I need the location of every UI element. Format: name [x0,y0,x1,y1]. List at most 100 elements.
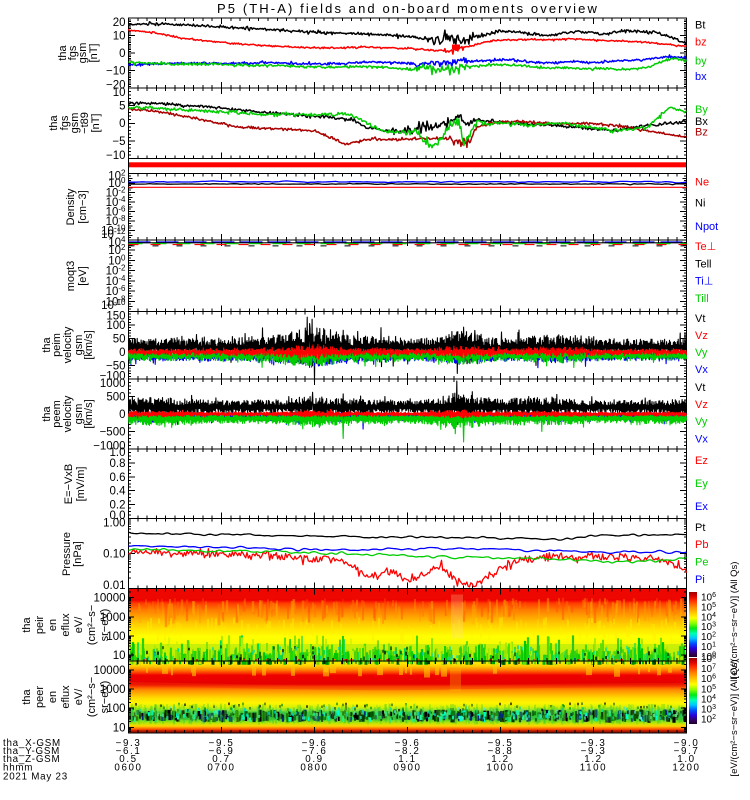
svg-text:−9.5: −9.5 [488,738,514,749]
svg-text:Pressure: Pressure [61,532,73,576]
svg-text:Pe: Pe [695,557,708,569]
svg-text:1.0: 1.0 [110,447,126,459]
svg-text:[eV/(cm²−s−sr−eV)] (All Qs): [eV/(cm²−s−sr−eV)] (All Qs) [729,562,740,679]
svg-text:102: 102 [701,714,716,726]
svg-text:Density: Density [65,188,77,225]
svg-text:Bx: Bx [695,116,708,128]
svg-text:−9.0: −9.0 [674,738,700,749]
svg-text:100: 100 [106,703,125,715]
svg-text:tha: tha [41,405,53,421]
svg-text:0800: 0800 [300,763,328,774]
svg-text:0: 0 [119,118,125,130]
svg-text:fgs: fgs [59,115,71,130]
svg-text:−9.6: −9.6 [395,738,421,749]
svg-text:peim: peim [51,333,63,357]
svg-text:gsm: gsm [69,113,81,134]
svg-text:−9.3: −9.3 [116,738,142,749]
svg-text:(cm²−s−: (cm²−s− [86,677,98,717]
svg-text:0.8: 0.8 [110,458,126,470]
svg-text:E=−VxB: E=−VxB [63,464,75,504]
svg-text:10: 10 [113,722,126,734]
svg-text:eflux: eflux [60,685,72,709]
svg-text:Vx: Vx [695,434,708,446]
svg-text:Tell: Tell [695,259,712,271]
svg-text:eV/: eV/ [73,688,85,705]
svg-text:0.5: 0.5 [119,754,137,765]
svg-text:0700: 0700 [207,763,235,774]
svg-text:sr−eV): sr−eV) [99,681,111,714]
svg-text:Vt: Vt [695,313,705,325]
svg-text:−9.5: −9.5 [209,738,235,749]
svg-text:1000: 1000 [100,378,126,390]
svg-text:106: 106 [701,674,716,686]
svg-text:velocity: velocity [62,326,74,363]
svg-text:5: 5 [119,101,125,113]
svg-text:101: 101 [701,642,716,654]
svg-text:Ex: Ex [695,501,708,513]
svg-text:hhmm: hhmm [3,763,33,774]
svg-text:gsm: gsm [73,404,85,425]
svg-text:108: 108 [701,654,716,666]
svg-text:1000: 1000 [486,763,514,774]
svg-text:1000: 1000 [100,612,126,624]
svg-text:0: 0 [119,409,125,421]
svg-text:−10: −10 [106,66,126,78]
svg-text:0.9: 0.9 [305,754,323,765]
svg-text:0.4: 0.4 [110,486,127,498]
svg-text:peem: peem [51,400,63,428]
svg-text:103: 103 [701,622,716,634]
svg-text:tha: tha [48,114,60,130]
svg-text:fgs: fgs [67,45,79,60]
svg-text:0.6: 0.6 [110,472,126,484]
svg-text:−6.1: −6.1 [116,746,142,757]
svg-text:gsm: gsm [77,43,89,64]
svg-text:106: 106 [701,592,716,604]
svg-text:[nPa]: [nPa] [72,541,84,567]
svg-text:1.1: 1.1 [398,754,416,765]
svg-text:1000: 1000 [100,684,126,696]
svg-text:tha: tha [41,336,53,352]
svg-text:0.7: 0.7 [212,754,230,765]
svg-text:[cm−3]: [cm−3] [77,190,89,223]
svg-text:Ez: Ez [695,455,708,467]
svg-text:[mV/m]: [mV/m] [75,467,87,502]
svg-text:10000: 10000 [94,593,126,605]
svg-text:Till: Till [695,293,709,305]
svg-text:103: 103 [701,704,716,716]
svg-text:(cm²−s−: (cm²−s− [86,605,98,645]
svg-text:Ti⊥: Ti⊥ [695,276,713,288]
svg-text:[eV/(cm²−s−sr−eV)] (All Qs): [eV/(cm²−s−sr−eV)] (All Qs) [729,660,740,777]
svg-text:−8.2: −8.2 [395,746,421,757]
svg-text:[km/s]: [km/s] [83,330,95,359]
svg-text:−9.7: −9.7 [674,746,700,757]
svg-text:tha: tha [57,44,69,60]
svg-text:peer: peer [34,686,46,708]
svg-text:104: 104 [701,694,716,706]
svg-text:107: 107 [701,664,716,676]
svg-text:Bz: Bz [695,127,708,139]
svg-text:[eV]: [eV] [77,266,89,286]
svg-text:P5 (TH-A) fields and on-board: P5 (TH-A) fields and on-board moments ov… [217,1,599,16]
svg-text:100: 100 [106,631,125,643]
svg-text:−10: −10 [106,150,126,162]
svg-text:−1000: −1000 [93,441,125,453]
svg-text:104: 104 [701,612,716,624]
svg-text:50: 50 [113,334,126,346]
svg-text:eflux: eflux [60,613,72,637]
svg-text:1100: 1100 [580,763,607,774]
svg-text:2021 May 23: 2021 May 23 [3,772,68,783]
svg-text:moqt3: moqt3 [65,261,77,292]
svg-text:−7.6: −7.6 [302,746,328,757]
svg-text:tha_Z-GSM: tha_Z-GSM [3,754,60,765]
svg-text:bx: bx [695,71,707,83]
svg-text:[nT]: [nT] [88,44,100,63]
svg-text:By: By [695,104,708,116]
svg-text:1.2: 1.2 [491,754,509,765]
svg-text:en: en [47,619,59,631]
svg-text:−20: −20 [106,80,126,92]
svg-text:0.0: 0.0 [110,510,126,522]
svg-text:102: 102 [701,632,716,644]
svg-text:100: 100 [701,651,716,663]
svg-text:500: 500 [106,392,125,404]
svg-text:en: en [47,691,59,703]
